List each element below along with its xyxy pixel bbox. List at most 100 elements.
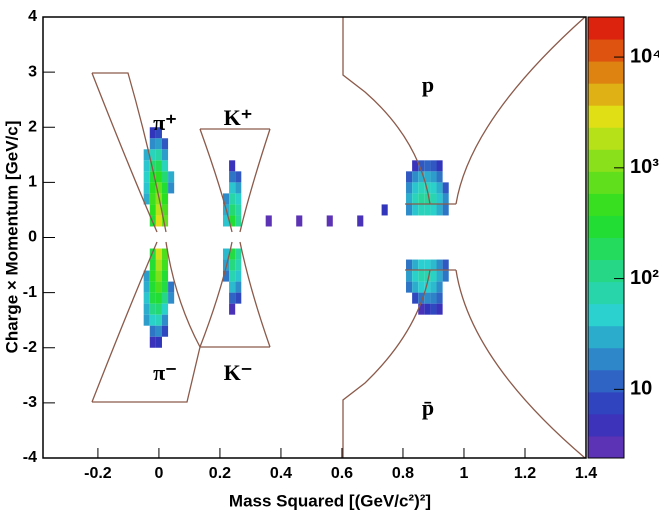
colorbar-swatch bbox=[588, 17, 624, 40]
heatmap-cell bbox=[436, 292, 443, 304]
heatmap-cell bbox=[418, 182, 425, 194]
heatmap-cell bbox=[424, 259, 431, 271]
y-tick-label: 3 bbox=[28, 63, 37, 80]
heatmap-cell bbox=[155, 182, 162, 194]
colorbar-swatch bbox=[588, 61, 624, 84]
heatmap-cell bbox=[436, 160, 443, 172]
heatmap-cell bbox=[143, 303, 150, 315]
heatmap-cell bbox=[229, 193, 236, 205]
heatmap-cell bbox=[412, 281, 419, 293]
heatmap-cell bbox=[149, 182, 156, 194]
heatmap-cell bbox=[430, 171, 437, 183]
heatmap-cell bbox=[155, 325, 162, 337]
heatmap-cell bbox=[424, 193, 431, 205]
y-axis-title: Charge × Momentum [GeV/c] bbox=[2, 121, 21, 354]
heatmap-cell bbox=[235, 292, 242, 304]
heatmap-cell bbox=[155, 281, 162, 293]
heatmap-cell bbox=[412, 171, 419, 183]
z-tick-label: 10³ bbox=[630, 156, 659, 178]
heatmap-cell bbox=[155, 270, 162, 282]
colorbar-swatch bbox=[588, 281, 624, 305]
heatmap-cell bbox=[149, 303, 156, 315]
heatmap-cell bbox=[436, 270, 443, 282]
heatmap-cell bbox=[222, 215, 230, 227]
heatmap-cell bbox=[418, 303, 425, 315]
y-tick-label: 4 bbox=[28, 8, 37, 25]
x-tick-label: -0.2 bbox=[84, 465, 112, 482]
heatmap-cell bbox=[412, 270, 419, 282]
z-tick-label: 10⁴ bbox=[630, 45, 659, 67]
heatmap-cell bbox=[161, 248, 169, 260]
heatmap-cell bbox=[412, 259, 419, 271]
heatmap-cell bbox=[155, 171, 162, 183]
colorbar-swatch bbox=[588, 39, 624, 62]
plot-frame bbox=[42, 16, 587, 459]
cut-line bbox=[91, 72, 271, 233]
heatmap-cell bbox=[229, 303, 236, 315]
heatmap-cell bbox=[326, 215, 333, 227]
heatmap-cell bbox=[442, 270, 449, 282]
heatmap-cell bbox=[418, 259, 425, 271]
heatmap-cell bbox=[229, 171, 236, 183]
heatmap-cell bbox=[412, 204, 419, 216]
heatmap-cell bbox=[168, 292, 175, 304]
annotation: p̄ bbox=[422, 395, 434, 420]
heatmap-cell bbox=[430, 281, 437, 293]
colorbar-swatch bbox=[588, 193, 624, 216]
z-tick-label: 10 bbox=[630, 378, 652, 400]
heatmap-cell bbox=[143, 160, 150, 172]
heatmap-cell bbox=[436, 182, 443, 194]
heatmap-cell bbox=[229, 160, 236, 172]
heatmap-cell bbox=[222, 270, 230, 282]
heatmap-cell bbox=[442, 193, 449, 205]
heatmap-cell bbox=[149, 336, 156, 348]
colorbar-swatch bbox=[588, 83, 624, 106]
heatmap-cell bbox=[406, 281, 413, 293]
heatmap-cell bbox=[155, 160, 162, 172]
heatmap-cell bbox=[296, 215, 303, 227]
x-tick-label: 1.2 bbox=[514, 465, 536, 482]
heatmap-cell bbox=[436, 193, 443, 205]
heatmap-cell bbox=[229, 204, 236, 216]
heatmap-cell bbox=[424, 171, 431, 183]
heatmap-cell bbox=[229, 182, 236, 194]
cut-line bbox=[342, 16, 586, 205]
z-tick-label: 10² bbox=[630, 267, 659, 289]
annotation: π⁻ bbox=[153, 360, 177, 385]
heatmap-cell bbox=[155, 149, 162, 161]
x-tick-label: 0.6 bbox=[331, 465, 353, 482]
x-tick-label: 1 bbox=[460, 465, 469, 482]
heatmap-cell bbox=[155, 204, 162, 216]
heatmap-cell bbox=[155, 314, 162, 326]
heatmap-cell bbox=[436, 259, 443, 271]
heatmap-cell bbox=[235, 259, 242, 271]
heatmap-cell bbox=[155, 336, 162, 348]
heatmap-cell bbox=[149, 127, 156, 139]
heatmap-cell bbox=[235, 215, 242, 227]
heatmap-cell bbox=[149, 193, 156, 205]
heatmap-cell bbox=[357, 215, 364, 227]
heatmap-cell bbox=[424, 204, 431, 216]
heatmap-cell bbox=[235, 204, 242, 216]
heatmap-cell bbox=[161, 270, 169, 282]
heatmap-cell bbox=[161, 215, 169, 227]
y-tick-label: 0 bbox=[28, 229, 37, 246]
heatmap-cell bbox=[430, 160, 437, 172]
heatmap-cell bbox=[436, 171, 443, 183]
heatmap-cell bbox=[149, 149, 156, 161]
heatmap-cell bbox=[229, 215, 236, 227]
heatmap-cell bbox=[436, 303, 443, 315]
heatmap-cell bbox=[235, 182, 242, 194]
heatmap-cell bbox=[418, 204, 425, 216]
heatmap-cell bbox=[149, 171, 156, 183]
colorbar-swatch bbox=[588, 303, 624, 327]
y-tick-label: -4 bbox=[23, 449, 37, 466]
heatmap-cell bbox=[406, 204, 413, 216]
heatmap-cell bbox=[143, 292, 150, 304]
heatmap-cell bbox=[418, 270, 425, 282]
y-tick-label: -3 bbox=[23, 394, 37, 411]
heatmap-cell bbox=[430, 204, 437, 216]
heatmap-cell bbox=[418, 281, 425, 293]
annotation: K⁺ bbox=[224, 105, 253, 130]
colorbar-swatch bbox=[588, 171, 624, 194]
